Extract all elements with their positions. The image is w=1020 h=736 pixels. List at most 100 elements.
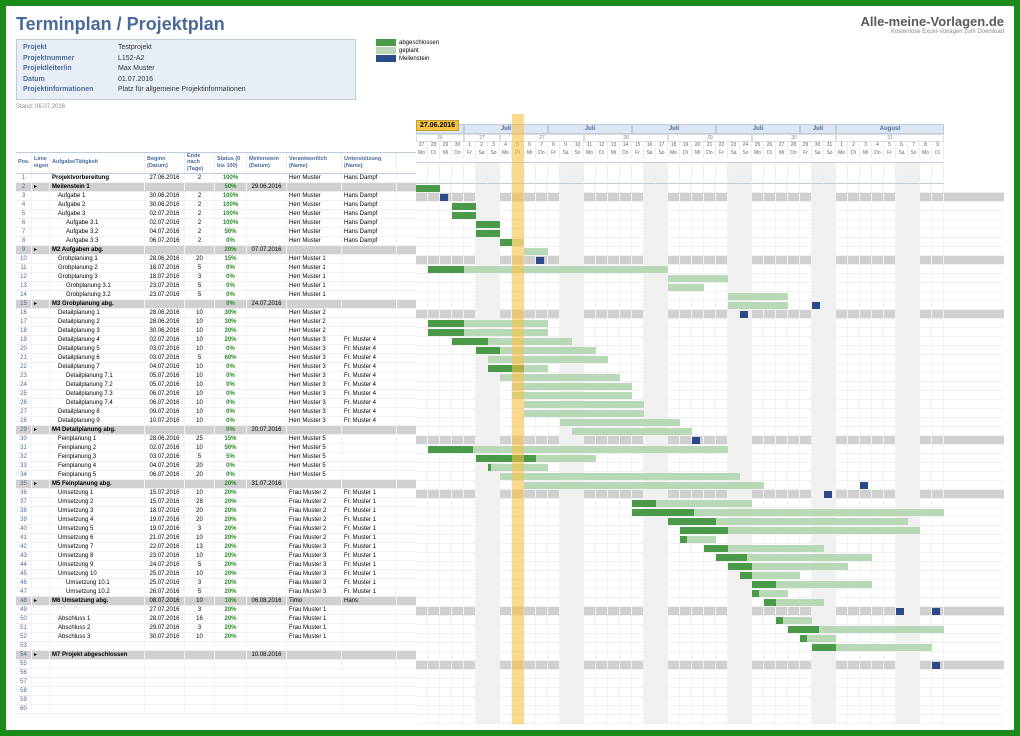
table-row[interactable]: 17Detailplanung 228.06.20161030%Herr Mus… [16,318,416,327]
gantt-row [416,355,1004,364]
table-row[interactable]: 24Detailplanung 7.205.07.2016100%Herr Mu… [16,381,416,390]
gantt-row [416,634,1004,643]
table-row[interactable]: 26Detailplanung 7.406.07.2016100%Herr Mu… [16,399,416,408]
table-row[interactable]: 1Projektvorbereitung27.06.20162100%Herr … [16,174,416,183]
table-row[interactable]: 13Grobplanung 3.123.07.201650%Herr Muste… [16,282,416,291]
table-row[interactable]: 59 [16,696,416,705]
table-row[interactable]: 4Aufgabe 230.06.20162100%Herr MusterHans… [16,201,416,210]
table-row[interactable]: 47Umsetzung 10.226.07.2016520%Frau Muste… [16,588,416,597]
table-row[interactable]: 21Detailplanung 603.07.2016560%Herr Must… [16,354,416,363]
project-info-box: ProjektTestprojektProjektnummerL152-A2Pr… [16,39,356,100]
gantt-row [416,643,1004,652]
legend: abgeschlossengeplantMeilenstein [376,39,439,100]
gantt-row [416,508,1004,517]
gantt-row [416,463,1004,472]
gantt-row [416,184,1004,193]
table-row[interactable]: 15▸M3 Grobplanung abg.0%24.07.2016 [16,300,416,309]
table-row[interactable]: 50Abschluss 128.07.20161620%Frau Muster … [16,615,416,624]
table-row[interactable]: 39Umsetzung 419.07.20162020%Frau Muster … [16,516,416,525]
table-row[interactable]: 34Feinplanung 506.07.2016200%Herr Muster… [16,471,416,480]
table-row[interactable]: 37Umsetzung 215.07.20162820%Frau Muster … [16,498,416,507]
gantt-row [416,220,1004,229]
table-row[interactable]: 16Detailplanung 128.06.20161030%Herr Mus… [16,309,416,318]
gantt-row [416,481,1004,490]
table-row[interactable]: 25Detailplanung 7.306.07.2016100%Herr Mu… [16,390,416,399]
gantt-row [416,715,1004,724]
table-row[interactable]: 45Umsetzung 1025.07.20161020%Frau Muster… [16,570,416,579]
gantt-row [416,256,1004,265]
table-row[interactable]: 14Grobplanung 3.223.07.201650%Herr Muste… [16,291,416,300]
table-row[interactable]: 7Aufgabe 3.204.07.2016250%Herr MusterHan… [16,228,416,237]
gantt-row [416,427,1004,436]
gantt-row [416,328,1004,337]
table-row[interactable]: 2▸Meilenstein 150%29.06.2016 [16,183,416,192]
gantt-row [416,346,1004,355]
table-row[interactable]: 38Umsetzung 318.07.20162020%Frau Muster … [16,507,416,516]
table-row[interactable]: 52Abschluss 330.07.20161020%Frau Muster … [16,633,416,642]
table-row[interactable]: 31Feinplanung 202.07.20161050%Herr Muste… [16,444,416,453]
gantt-row [416,652,1004,661]
table-row[interactable]: 60 [16,705,416,714]
table-row[interactable]: 8Aufgabe 3.306.07.201620%Herr MusterHans… [16,237,416,246]
gantt-row [416,301,1004,310]
gantt-row [416,625,1004,634]
table-row[interactable]: 40Umsetzung 519.07.2016320%Frau Muster 2… [16,525,416,534]
gantt-row [416,517,1004,526]
table-row[interactable]: 33Feinplanung 404.07.2016200%Herr Muster… [16,462,416,471]
stand-date: Stand: 06.07.2016 [16,104,1004,110]
table-row[interactable]: 30Feinplanung 128.06.20162515%Herr Muste… [16,435,416,444]
gantt-row [416,580,1004,589]
table-header: Pos.Linie eigenAufgabe/TätigkeitBeginn (… [16,152,416,174]
table-row[interactable]: 55 [16,660,416,669]
gantt-area: Kalenderstart27.06.2016JuniJuliJuliJuliJ… [416,114,1004,724]
gantt-row [416,202,1004,211]
gantt-row [416,670,1004,679]
table-row[interactable]: 3Aufgabe 130.06.20162100%Herr MusterHans… [16,192,416,201]
table-row[interactable]: 20Detailplanung 503.07.2016100%Herr Must… [16,345,416,354]
task-table: Pos.Linie eigenAufgabe/TätigkeitBeginn (… [16,114,416,724]
gantt-row [416,418,1004,427]
gantt-row [416,238,1004,247]
table-row[interactable]: 36Umsetzung 115.07.20161020%Frau Muster … [16,489,416,498]
table-row[interactable]: 29▸M4 Detailplanung abg.0%20.07.2016 [16,426,416,435]
table-row[interactable]: 42Umsetzung 722.07.20161320%Frau Muster … [16,543,416,552]
table-row[interactable]: 32Feinplanung 303.07.201655%Herr Muster … [16,453,416,462]
gantt-row [416,661,1004,670]
table-row[interactable]: 56 [16,669,416,678]
calendar-header: Kalenderstart27.06.2016JuniJuliJuliJuliJ… [416,124,1004,162]
page-frame: Terminplan / Projektplan Alle-meine-Vorl… [0,0,1020,736]
table-row[interactable]: 27Detailplanung 809.07.2016100%Herr Must… [16,408,416,417]
table-row[interactable]: 44Umsetzung 924.07.2016520%Frau Muster 3… [16,561,416,570]
table-row[interactable]: 53 [16,642,416,651]
gantt-row [416,535,1004,544]
table-row[interactable]: 28Detailplanung 910.07.2016100%Herr Must… [16,417,416,426]
table-row[interactable]: 23Detailplanung 7.105.07.2016100%Herr Mu… [16,372,416,381]
table-row[interactable]: 22Detailplanung 704.07.2016100%Herr Must… [16,363,416,372]
table-row[interactable]: 9▸M2 Aufgaben abg.20%07.07.2016 [16,246,416,255]
table-row[interactable]: 41Umsetzung 621.07.20161020%Frau Muster … [16,534,416,543]
table-row[interactable]: 43Umsetzung 823.07.20161020%Frau Muster … [16,552,416,561]
gantt-row [416,337,1004,346]
gantt-row [416,292,1004,301]
table-row[interactable]: 46Umsetzung 10.125.07.2016320%Frau Muste… [16,579,416,588]
gantt-row [416,193,1004,202]
table-row[interactable]: 11Grobplanung 218.07.201650%Herr Muster … [16,264,416,273]
table-row[interactable]: 5Aufgabe 302.07.20162100%Herr MusterHans… [16,210,416,219]
table-row[interactable]: 10Grobplanung 128.06.20162015%Herr Muste… [16,255,416,264]
table-row[interactable]: 57 [16,678,416,687]
brand: Alle-meine-Vorlagen.de Kostenlose Excel-… [860,14,1004,35]
table-row[interactable]: 4927.07.2016320%Frau Muster 1 [16,606,416,615]
gantt-row [416,679,1004,688]
table-row[interactable]: 19Detailplanung 402.07.20161020%Herr Mus… [16,336,416,345]
table-row[interactable]: 18Detailplanung 330.06.20161030%Herr Mus… [16,327,416,336]
gantt-row [416,310,1004,319]
table-row[interactable]: 12Grobplanung 318.07.201630%Herr Muster … [16,273,416,282]
table-row[interactable]: 48▸M6 Umsetzung abg.08.07.20161010%06.08… [16,597,416,606]
table-row[interactable]: 58 [16,687,416,696]
table-row[interactable]: 54▸M7 Projekt abgeschlossen10.08.2016 [16,651,416,660]
table-row[interactable]: 51Abschluss 229.07.2016320%Frau Muster 1 [16,624,416,633]
table-row[interactable]: 6Aufgabe 3.102.07.20162100%Herr MusterHa… [16,219,416,228]
gantt-row [416,607,1004,616]
brand-suffix: .de [985,14,1004,29]
table-row[interactable]: 35▸M5 Feinplanung abg.20%31.07.2016 [16,480,416,489]
